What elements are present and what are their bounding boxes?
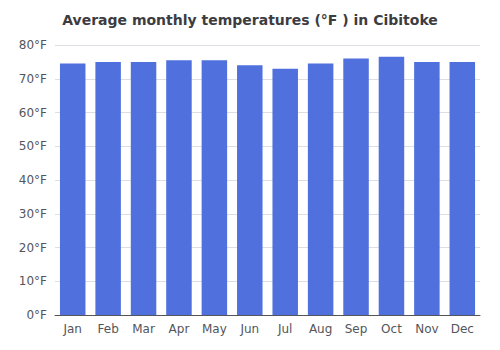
- svg-text:40°F: 40°F: [19, 173, 47, 187]
- svg-text:Jul: Jul: [277, 322, 292, 336]
- svg-text:30°F: 30°F: [19, 207, 47, 221]
- svg-text:Mar: Mar: [132, 322, 155, 336]
- svg-text:Jan: Jan: [62, 322, 82, 336]
- svg-text:May: May: [202, 322, 227, 336]
- svg-text:Apr: Apr: [169, 322, 190, 336]
- svg-text:70°F: 70°F: [19, 72, 47, 86]
- svg-text:Nov: Nov: [415, 322, 438, 336]
- svg-text:Sep: Sep: [345, 322, 368, 336]
- svg-text:20°F: 20°F: [19, 241, 47, 255]
- svg-text:Aug: Aug: [309, 322, 332, 336]
- svg-text:Feb: Feb: [98, 322, 119, 336]
- svg-text:60°F: 60°F: [19, 106, 47, 120]
- svg-text:50°F: 50°F: [19, 139, 47, 153]
- svg-text:0°F: 0°F: [26, 308, 47, 322]
- svg-text:Dec: Dec: [451, 322, 474, 336]
- svg-text:10°F: 10°F: [19, 274, 47, 288]
- svg-text:Jun: Jun: [239, 322, 259, 336]
- svg-text:Oct: Oct: [381, 322, 402, 336]
- svg-text:Average monthly temperatures (: Average monthly temperatures (°F ) in Ci…: [62, 12, 438, 28]
- svg-text:80°F: 80°F: [19, 38, 47, 52]
